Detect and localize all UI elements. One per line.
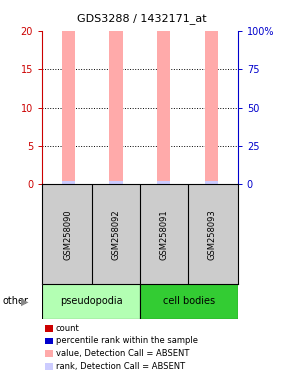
Text: GSM258093: GSM258093 [207, 209, 216, 260]
Bar [61, 181, 75, 184]
Text: pseudopodia: pseudopodia [60, 296, 122, 306]
Bar [61, 31, 75, 184]
Bar [157, 31, 171, 184]
Text: count: count [56, 324, 80, 333]
Bar [205, 181, 218, 184]
Text: other: other [3, 296, 29, 306]
Text: GSM258091: GSM258091 [159, 209, 168, 260]
Text: rank, Detection Call = ABSENT: rank, Detection Call = ABSENT [56, 362, 185, 371]
Bar [140, 284, 238, 319]
Text: GDS3288 / 1432171_at: GDS3288 / 1432171_at [77, 13, 207, 24]
Text: ▶: ▶ [21, 296, 28, 306]
Bar [109, 181, 123, 184]
Bar [157, 181, 171, 184]
Text: GSM258092: GSM258092 [112, 209, 121, 260]
Bar [109, 31, 123, 184]
Text: value, Detection Call = ABSENT: value, Detection Call = ABSENT [56, 349, 189, 358]
Text: percentile rank within the sample: percentile rank within the sample [56, 336, 198, 346]
Text: cell bodies: cell bodies [163, 296, 215, 306]
Bar [42, 284, 140, 319]
Bar [205, 31, 218, 184]
Text: GSM258090: GSM258090 [64, 209, 73, 260]
